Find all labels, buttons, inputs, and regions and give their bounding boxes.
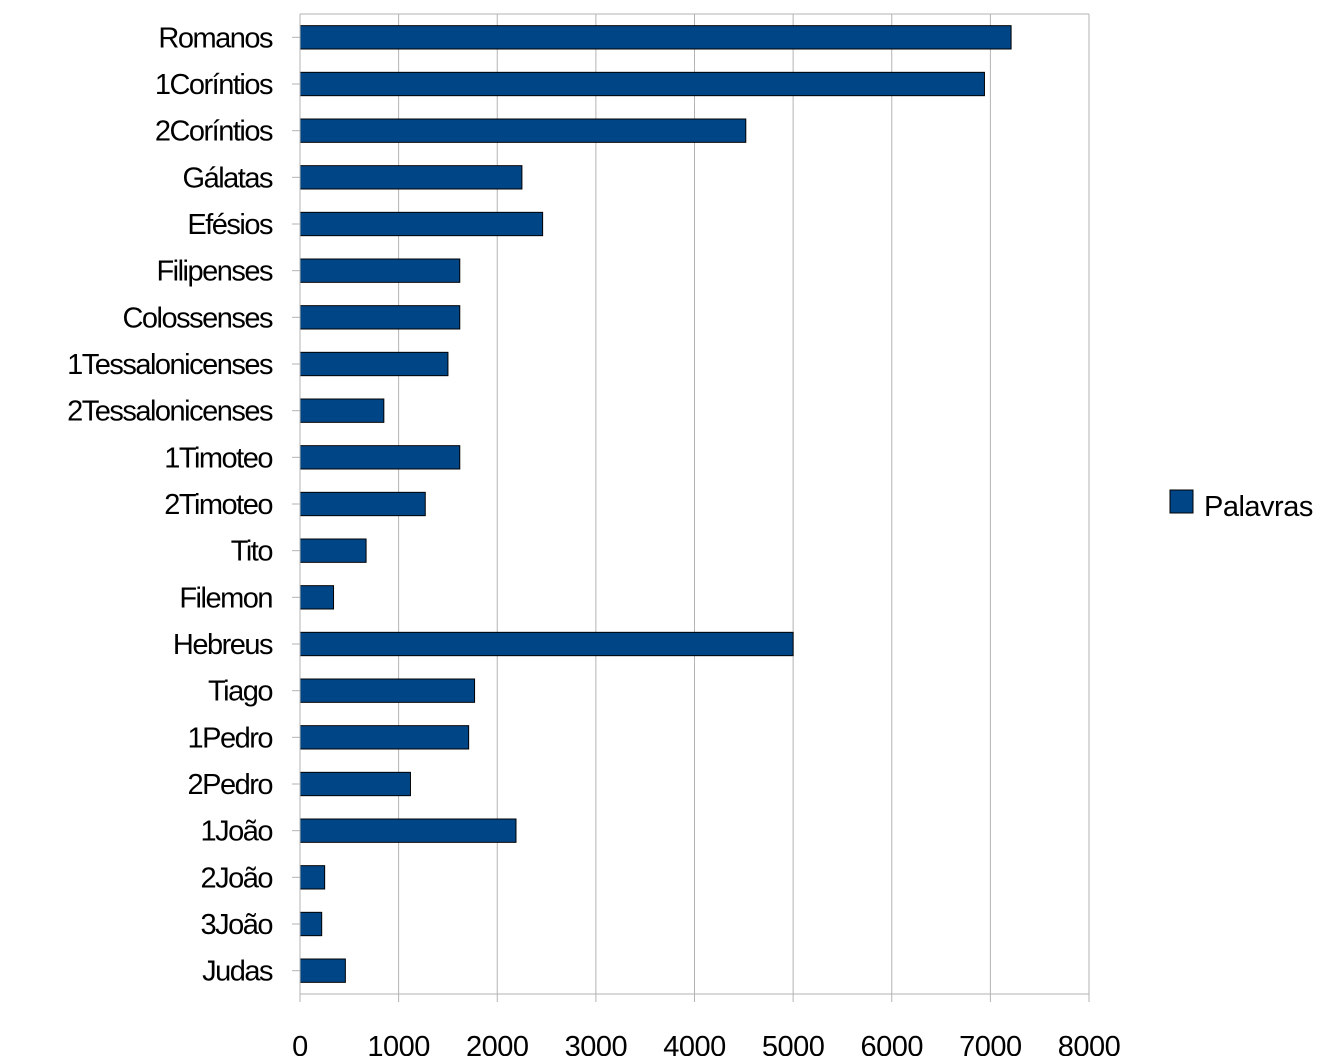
bar	[299, 631, 794, 657]
bar	[299, 258, 461, 283]
category-label: Romanos	[158, 22, 273, 54]
category-labels: Romanos 1Coríntios 2Coríntios Gálatas Efésio…	[67, 22, 274, 988]
bars	[299, 25, 1012, 983]
category-label: 2Timoteo	[164, 489, 272, 521]
x-tick-label: 2000	[466, 1031, 529, 1056]
bar	[299, 351, 449, 377]
bar	[299, 958, 346, 983]
bar	[299, 305, 461, 330]
category-label: Filemon	[179, 582, 272, 614]
category-label: Gálatas	[183, 162, 273, 194]
legend-label: Palavras	[1204, 491, 1313, 523]
bar	[299, 165, 523, 190]
bar	[299, 71, 985, 97]
category-label: 1Pedro	[187, 722, 272, 754]
category-label: 2João	[200, 862, 272, 894]
x-tick-label: 3000	[565, 1031, 628, 1056]
x-tick-label: 6000	[860, 1031, 923, 1056]
category-label: 1João	[200, 816, 272, 848]
x-tick-label: 5000	[762, 1031, 825, 1056]
category-label: 2Coríntios	[155, 116, 273, 148]
bar	[299, 725, 470, 750]
category-label: Hebreus	[173, 629, 273, 661]
bar	[299, 585, 335, 610]
x-tick-label: 7000	[959, 1031, 1022, 1056]
bar	[299, 118, 747, 143]
category-label: Tito	[231, 536, 273, 568]
x-tick-label: 0	[292, 1031, 308, 1056]
bar	[299, 445, 461, 470]
x-tick-labels: 0 1000 2000 3000 4000 5000 6000 7000 8000	[292, 1031, 1121, 1056]
bar	[299, 491, 426, 517]
bar	[299, 818, 517, 843]
bar	[299, 865, 326, 890]
category-label: 2Pedro	[187, 769, 272, 801]
x-tick-label: 8000	[1058, 1031, 1121, 1056]
x-tick-label: 1000	[367, 1031, 430, 1056]
category-label: 1Timoteo	[164, 442, 272, 474]
category-label: Efésios	[187, 209, 273, 241]
category-label: Tiago	[208, 676, 272, 708]
x-tick-label: 4000	[663, 1031, 726, 1056]
category-label: Filipenses	[156, 256, 273, 288]
bar	[299, 398, 385, 423]
category-label: Judas	[202, 956, 273, 988]
legend-swatch	[1169, 489, 1194, 514]
bar	[299, 538, 367, 563]
category-label: 1Tessalonicenses	[67, 349, 273, 381]
legend: Palavras	[1169, 489, 1313, 523]
axes	[292, 13, 1090, 1002]
bar	[299, 911, 323, 937]
bar	[299, 771, 411, 797]
category-label: 3João	[200, 909, 272, 941]
bar	[299, 25, 1012, 50]
category-label: Colossenses	[122, 302, 273, 334]
bar	[299, 211, 544, 237]
bar	[299, 678, 476, 703]
category-label: 2Tessalonicenses	[67, 396, 273, 428]
category-label: 1Coríntios	[155, 69, 273, 101]
